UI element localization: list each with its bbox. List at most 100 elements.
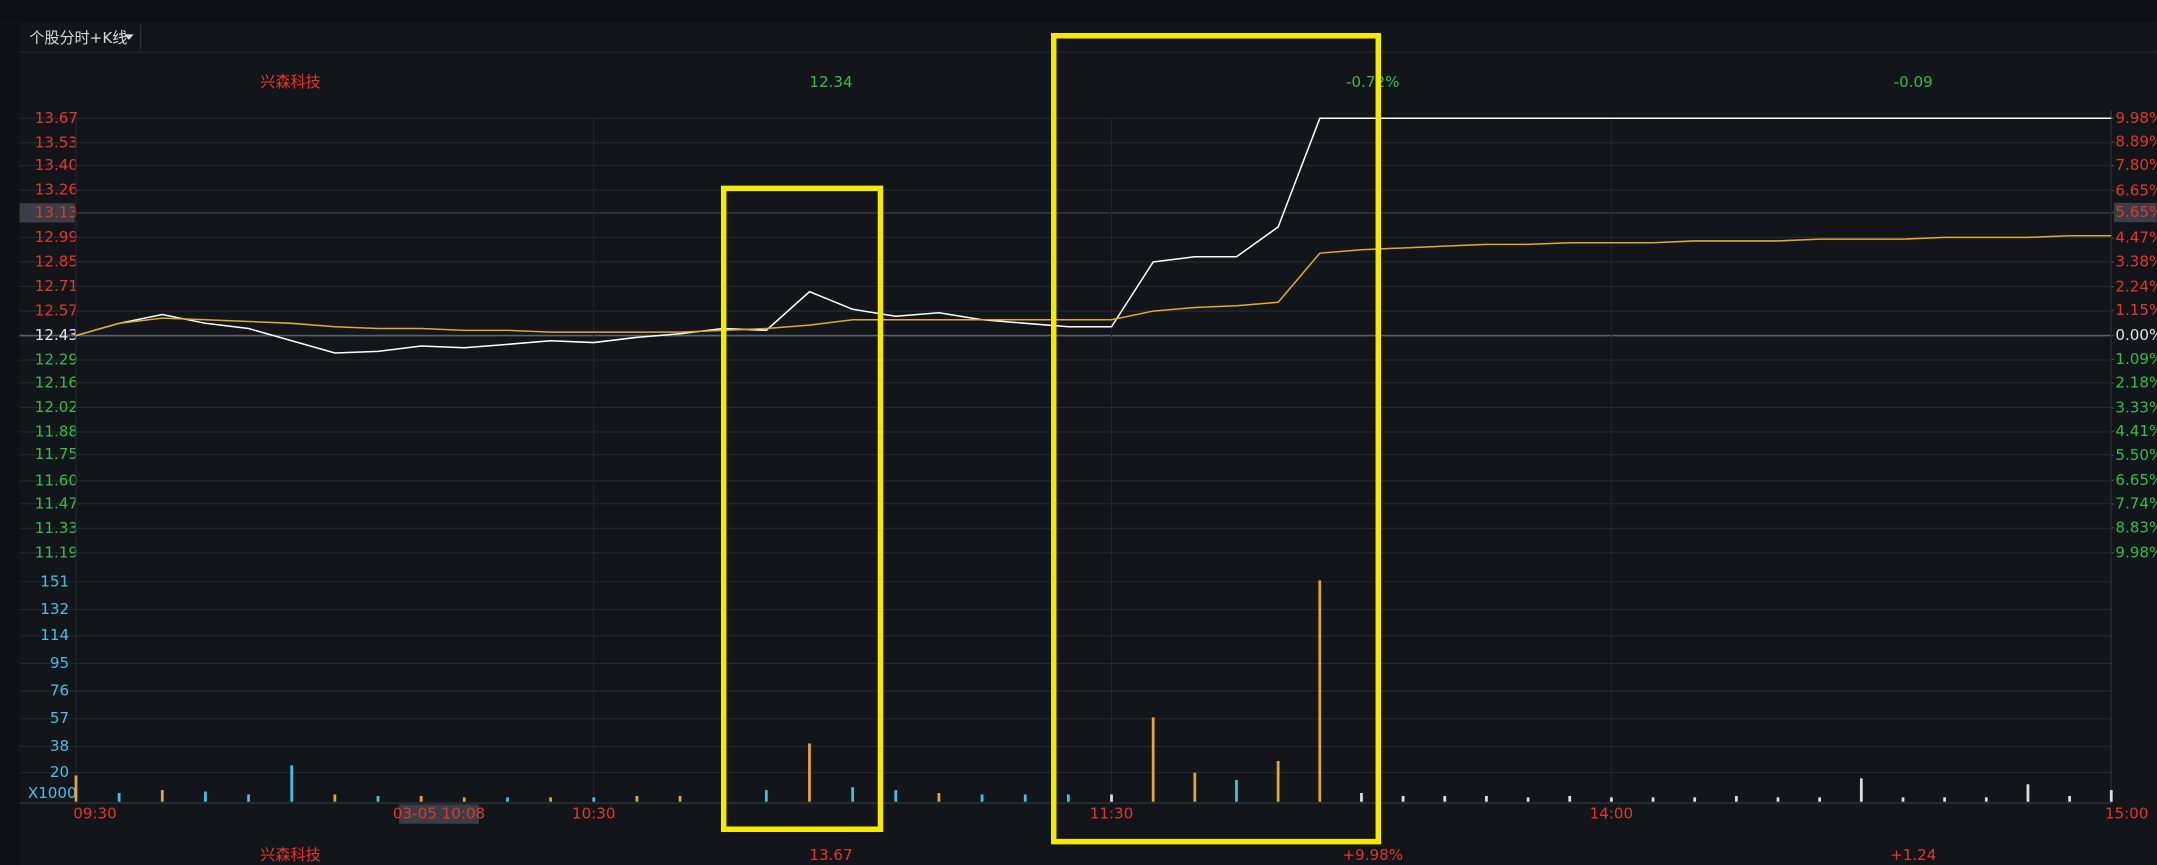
volume-bar — [290, 765, 294, 802]
volume-bar — [1485, 795, 1488, 802]
volume-bar — [1066, 794, 1070, 802]
price-line — [75, 117, 2112, 354]
y-tick-label: 12.71 — [35, 277, 78, 295]
volume-bar — [1568, 795, 1572, 802]
volume-bar — [1193, 772, 1197, 802]
volume-bar — [1651, 797, 1655, 802]
volume-bar — [333, 794, 337, 802]
y2-tick-label: 6.65% — [2115, 181, 2157, 199]
volume-bar — [937, 793, 941, 802]
panel-title[interactable]: 个股分时+K线 — [29, 29, 127, 47]
highlight-box — [720, 185, 884, 832]
y-tick-label: 13.26 — [35, 181, 78, 199]
y2-tick-label: 4.41% — [2115, 422, 2157, 440]
volume-tick-label: 132 — [40, 600, 69, 618]
info-value: 12.34 — [809, 73, 852, 91]
volume-bar — [1693, 797, 1697, 802]
y2-tick-label: 6.65% — [2115, 471, 2157, 489]
volume-bar — [204, 791, 207, 802]
x-tick-label: 14:00 — [1590, 805, 1634, 823]
volume-bar — [2109, 790, 2113, 802]
y2-tick-label: 2.24% — [2115, 277, 2157, 295]
price-line — [75, 234, 2112, 337]
cursor-time-bg — [399, 804, 479, 824]
volume-bar — [74, 775, 78, 802]
y2-tick-label: 9.98% — [2115, 109, 2157, 127]
y2-tick-label: 4.47% — [2115, 229, 2157, 247]
volume-bar — [1360, 793, 1363, 802]
volume-bar — [247, 794, 250, 802]
y-tick-label: 12.43 — [35, 326, 78, 344]
y2-tick-label: 8.89% — [2115, 132, 2157, 150]
y-tick-label: 11.60 — [35, 471, 78, 489]
volume-bar — [506, 797, 509, 802]
cursor-time-label: 03-05 10:08 — [393, 805, 485, 823]
y-tick-label: 13.40 — [35, 156, 78, 174]
y2-tick-label: 1.15% — [2115, 301, 2157, 319]
y-tick-label: 11.47 — [35, 494, 78, 512]
volume-bar — [1943, 797, 1947, 802]
y-tick-label: 12.57 — [35, 302, 78, 320]
volume-tick-label: 114 — [40, 626, 69, 644]
volume-bar — [808, 743, 811, 802]
volume-tick-label: 95 — [50, 654, 69, 672]
y-tick-label: 12.29 — [35, 351, 78, 369]
volume-bar — [117, 793, 121, 802]
volume-bar — [2026, 784, 2030, 802]
volume-bar — [1526, 797, 1530, 802]
y-tick-label: 12.99 — [35, 228, 78, 246]
volume-bar — [592, 797, 596, 802]
y2-tick-label: 9.98% — [2115, 543, 2157, 561]
volume-bar — [1984, 797, 1988, 802]
y2-tick-label: 7.80% — [2115, 156, 2157, 174]
y2-tick-label: 5.65% — [2115, 203, 2157, 221]
volume-unit: X1000 — [28, 784, 77, 802]
volume-bar — [462, 797, 466, 802]
side-strip — [0, 22, 20, 865]
y-tick-label: 13.13 — [35, 203, 78, 221]
x-tick-label: 10:30 — [572, 805, 616, 823]
volume-bar — [1901, 797, 1905, 802]
volume-tick-label: 57 — [50, 709, 69, 727]
volume-bar — [1610, 797, 1613, 802]
y2-tick-label: 3.33% — [2115, 399, 2157, 417]
y-tick-label: 12.02 — [35, 398, 78, 416]
y-tick-label: 12.16 — [35, 373, 78, 391]
stock-name: 兴森科技 — [260, 73, 320, 91]
volume-bar — [1401, 795, 1405, 802]
volume-tick-label: 151 — [40, 572, 69, 590]
info-value: -0.09 — [1894, 73, 1933, 91]
info-value: -0.72% — [1346, 73, 1399, 91]
volume-bar — [1859, 778, 1863, 802]
plot: 13.67 13.53 13.40 13.26 13.13 12.99 12.85 12.71… — [19, 109, 2157, 824]
cursor-price-bg — [19, 203, 75, 223]
x-tick-label: 11:30 — [1090, 805, 1134, 823]
x-tick-label: 15:00 — [2105, 805, 2149, 823]
volume-bar — [1023, 794, 1027, 802]
volume-bar — [1776, 797, 1780, 802]
title-dropdown[interactable]: 个股分时+K线 — [29, 29, 134, 47]
volume-bar — [1318, 580, 1322, 802]
x-tick-label: 09:30 — [73, 805, 117, 823]
info-value: +1.24 — [1890, 846, 1936, 864]
volume-bar — [980, 794, 984, 802]
volume-bar — [635, 795, 639, 802]
volume-bar — [851, 787, 854, 802]
y2-tick-label: 7.74% — [2115, 495, 2157, 513]
y2-tick-label: 8.83% — [2115, 518, 2157, 536]
volume-tick-label: 20 — [50, 763, 69, 781]
volume-bar — [1818, 797, 1822, 802]
dropdown-arrow[interactable] — [124, 34, 134, 40]
volume-bar — [376, 795, 380, 802]
highlight-box — [1050, 33, 1382, 845]
y2-tick-label: 2.18% — [2115, 374, 2157, 392]
volume-tick-label: 76 — [50, 682, 69, 700]
y-tick-label: 11.88 — [35, 422, 78, 440]
y-tick-label: 13.53 — [35, 133, 78, 151]
y-tick-label: 11.75 — [35, 445, 78, 463]
toolbar — [0, 0, 2157, 23]
y2-tick-label: 5.50% — [2115, 446, 2157, 464]
volume-bar — [549, 797, 552, 802]
